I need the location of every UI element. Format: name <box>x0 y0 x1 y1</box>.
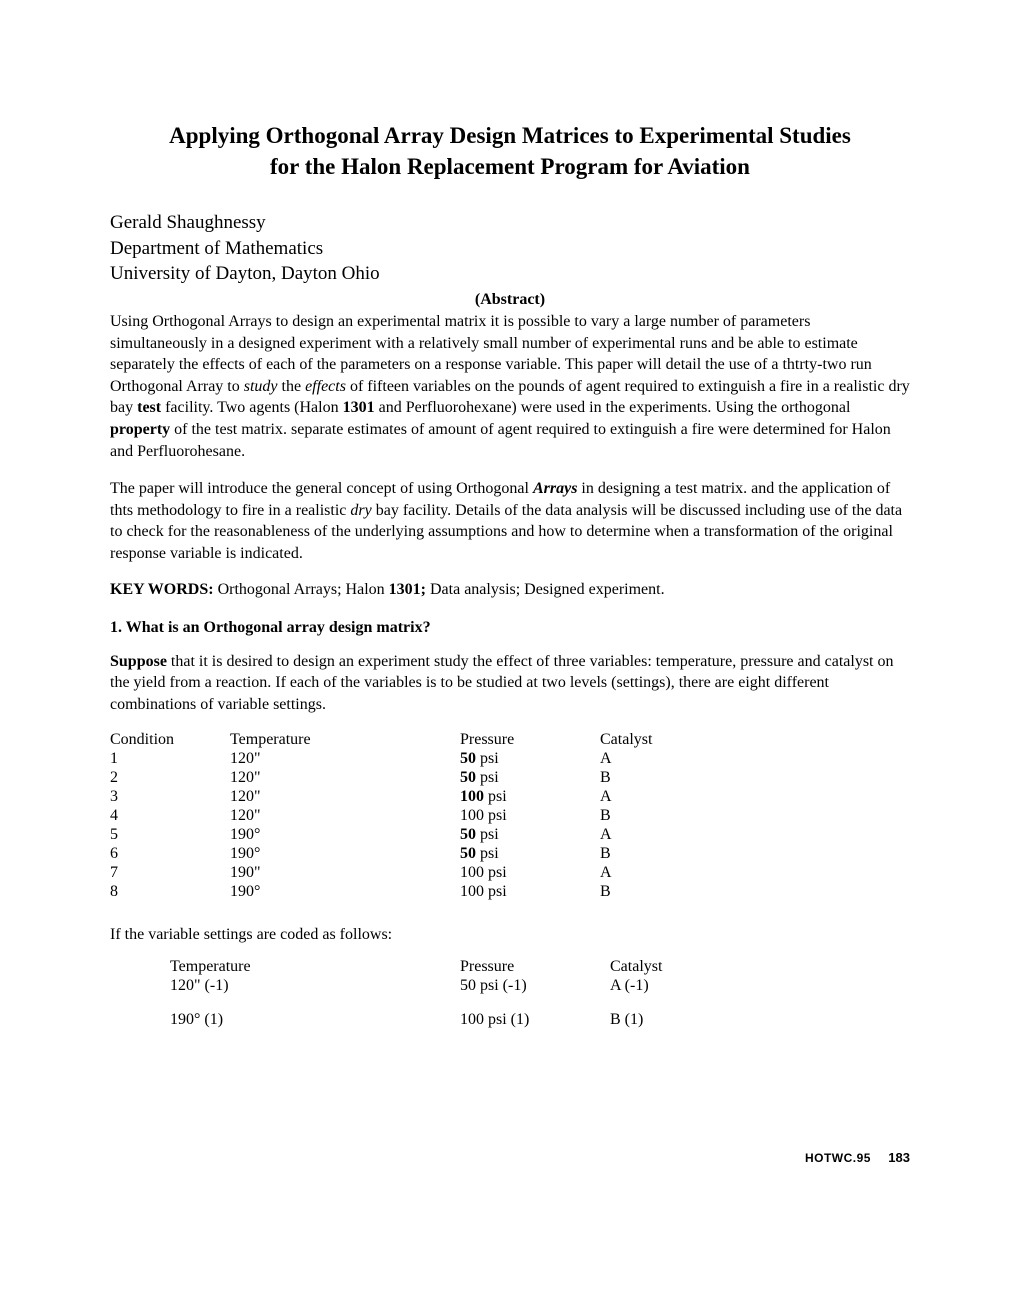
keywords-line: KEY WORDS: Orthogonal Arrays; Halon 1301… <box>110 581 910 599</box>
paper-title: Applying Orthogonal Array Design Matrice… <box>110 120 910 182</box>
cell-catalyst: B <box>600 769 700 788</box>
cell-pressure-num: 50 <box>460 769 476 786</box>
section-1-heading: 1. What is an Orthogonal array design ma… <box>110 619 910 637</box>
conditions-table: Condition Temperature Pressure Catalyst … <box>110 731 700 902</box>
keywords-label: KEY WORDS: <box>110 581 214 598</box>
text-italic: effects <box>305 378 346 395</box>
cell-catalyst: B <box>600 845 700 864</box>
keywords-bold: 1301; <box>389 581 426 598</box>
cell-pressure-num: 50 <box>460 750 476 767</box>
coded-intro: If the variable settings are coded as fo… <box>110 926 910 944</box>
col-header-pressure: Pressure <box>460 731 600 750</box>
cell-temperature: 120" (-1) <box>170 977 460 996</box>
cell-condition: 3 <box>110 788 230 807</box>
col-header-catalyst: Catalyst <box>600 731 700 750</box>
title-line-2: for the Halon Replacement Program for Av… <box>270 154 750 179</box>
col-header-catalyst: Catalyst <box>610 958 710 977</box>
abstract-paragraph-2: The paper will introduce the general con… <box>110 478 910 564</box>
cell-catalyst: A <box>600 864 700 883</box>
cell-condition: 6 <box>110 845 230 864</box>
col-header-temperature: Temperature <box>230 731 460 750</box>
author-dept: Department of Mathematics <box>110 236 910 262</box>
cell-catalyst: A <box>600 788 700 807</box>
text: the <box>278 378 306 395</box>
cell-temperature: 120" <box>230 807 460 826</box>
table-row: 2 120" 50 psi B <box>110 769 700 788</box>
cell-pressure-num: 50 <box>460 826 476 843</box>
text-italic: study <box>244 378 278 395</box>
text: of the test matrix. separate estimates o… <box>110 421 891 460</box>
cell-pressure: 100 psi <box>460 864 600 883</box>
author-block: Gerald Shaughnessy Department of Mathema… <box>110 210 910 287</box>
table-row: 8 190° 100 psi B <box>110 883 700 902</box>
keywords-text: Data analysis; Designed experiment. <box>426 581 665 598</box>
cell-pressure: 100 psi <box>460 807 600 826</box>
col-header-temperature: Temperature <box>170 958 460 977</box>
text-bold-italic: Arrays <box>533 480 577 497</box>
text: facility. Two agents (Halon <box>161 399 343 416</box>
page-footer: HOTWC.95 183 <box>110 1150 910 1165</box>
table-header-row: Condition Temperature Pressure Catalyst <box>110 731 700 750</box>
keywords-text: Orthogonal Arrays; Halon <box>214 581 389 598</box>
author-name: Gerald Shaughnessy <box>110 210 910 236</box>
text-bold: test <box>137 399 161 416</box>
cell-condition: 4 <box>110 807 230 826</box>
cell-temperature: 190" <box>230 864 460 883</box>
cell-catalyst: A <box>600 750 700 769</box>
cell-temperature: 120" <box>230 788 460 807</box>
table-row: 120" (-1) 50 psi (-1) A (-1) <box>170 977 710 996</box>
table-row: 6 190° 50 psi B <box>110 845 700 864</box>
text: and Perfluorohexane) were used in the ex… <box>375 399 851 416</box>
cell-condition: 1 <box>110 750 230 769</box>
cell-pressure: 50 psi (-1) <box>460 977 610 996</box>
text: that it is desired to design an experime… <box>110 653 893 713</box>
cell-temperature: 190° <box>230 845 460 864</box>
cell-temperature: 190° (1) <box>170 1011 460 1030</box>
section-1-paragraph: Suppose that it is desired to design an … <box>110 651 910 716</box>
table-header-row: Temperature Pressure Catalyst <box>170 958 710 977</box>
abstract-paragraph-1: Using Orthogonal Arrays to design an exp… <box>110 311 910 462</box>
coded-table: Temperature Pressure Catalyst 120" (-1) … <box>170 958 710 1030</box>
spacer-row <box>170 996 710 1011</box>
text-italic: dry <box>350 502 371 519</box>
text-bold: Suppose <box>110 653 167 670</box>
table-row: 7 190" 100 psi A <box>110 864 700 883</box>
table-row: 4 120" 100 psi B <box>110 807 700 826</box>
text-bold: 1301 <box>343 399 375 416</box>
cell-catalyst: B <box>600 883 700 902</box>
cell-catalyst: A (-1) <box>610 977 710 996</box>
table-row: 1 120" 50 psi A <box>110 750 700 769</box>
cell-temperature: 190° <box>230 883 460 902</box>
cell-temperature: 120" <box>230 750 460 769</box>
text: The paper will introduce the general con… <box>110 480 533 497</box>
cell-catalyst: A <box>600 826 700 845</box>
cell-catalyst: B <box>600 807 700 826</box>
cell-pressure: 100 psi <box>460 883 600 902</box>
cell-pressure-num: 50 <box>460 845 476 862</box>
text-bold: property <box>110 421 170 438</box>
cell-condition: 7 <box>110 864 230 883</box>
table-row: 190° (1) 100 psi (1) B (1) <box>170 1011 710 1030</box>
footer-page-number: 183 <box>888 1150 910 1165</box>
cell-temperature: 120" <box>230 769 460 788</box>
page: Applying Orthogonal Array Design Matrice… <box>0 0 1020 1225</box>
title-line-1: Applying Orthogonal Array Design Matrice… <box>169 123 851 148</box>
col-header-condition: Condition <box>110 731 230 750</box>
cell-condition: 2 <box>110 769 230 788</box>
cell-pressure-num: 100 <box>460 788 484 805</box>
abstract-label: (Abstract) <box>110 291 910 309</box>
table-row: 3 120" 100 psi A <box>110 788 700 807</box>
cell-temperature: 190° <box>230 826 460 845</box>
cell-condition: 8 <box>110 883 230 902</box>
col-header-pressure: Pressure <box>460 958 610 977</box>
table-row: 5 190° 50 psi A <box>110 826 700 845</box>
author-univ: University of Dayton, Dayton Ohio <box>110 261 910 287</box>
cell-catalyst: B (1) <box>610 1011 710 1030</box>
footer-code: HOTWC.95 <box>805 1151 871 1165</box>
cell-condition: 5 <box>110 826 230 845</box>
cell-pressure: 100 psi (1) <box>460 1011 610 1030</box>
